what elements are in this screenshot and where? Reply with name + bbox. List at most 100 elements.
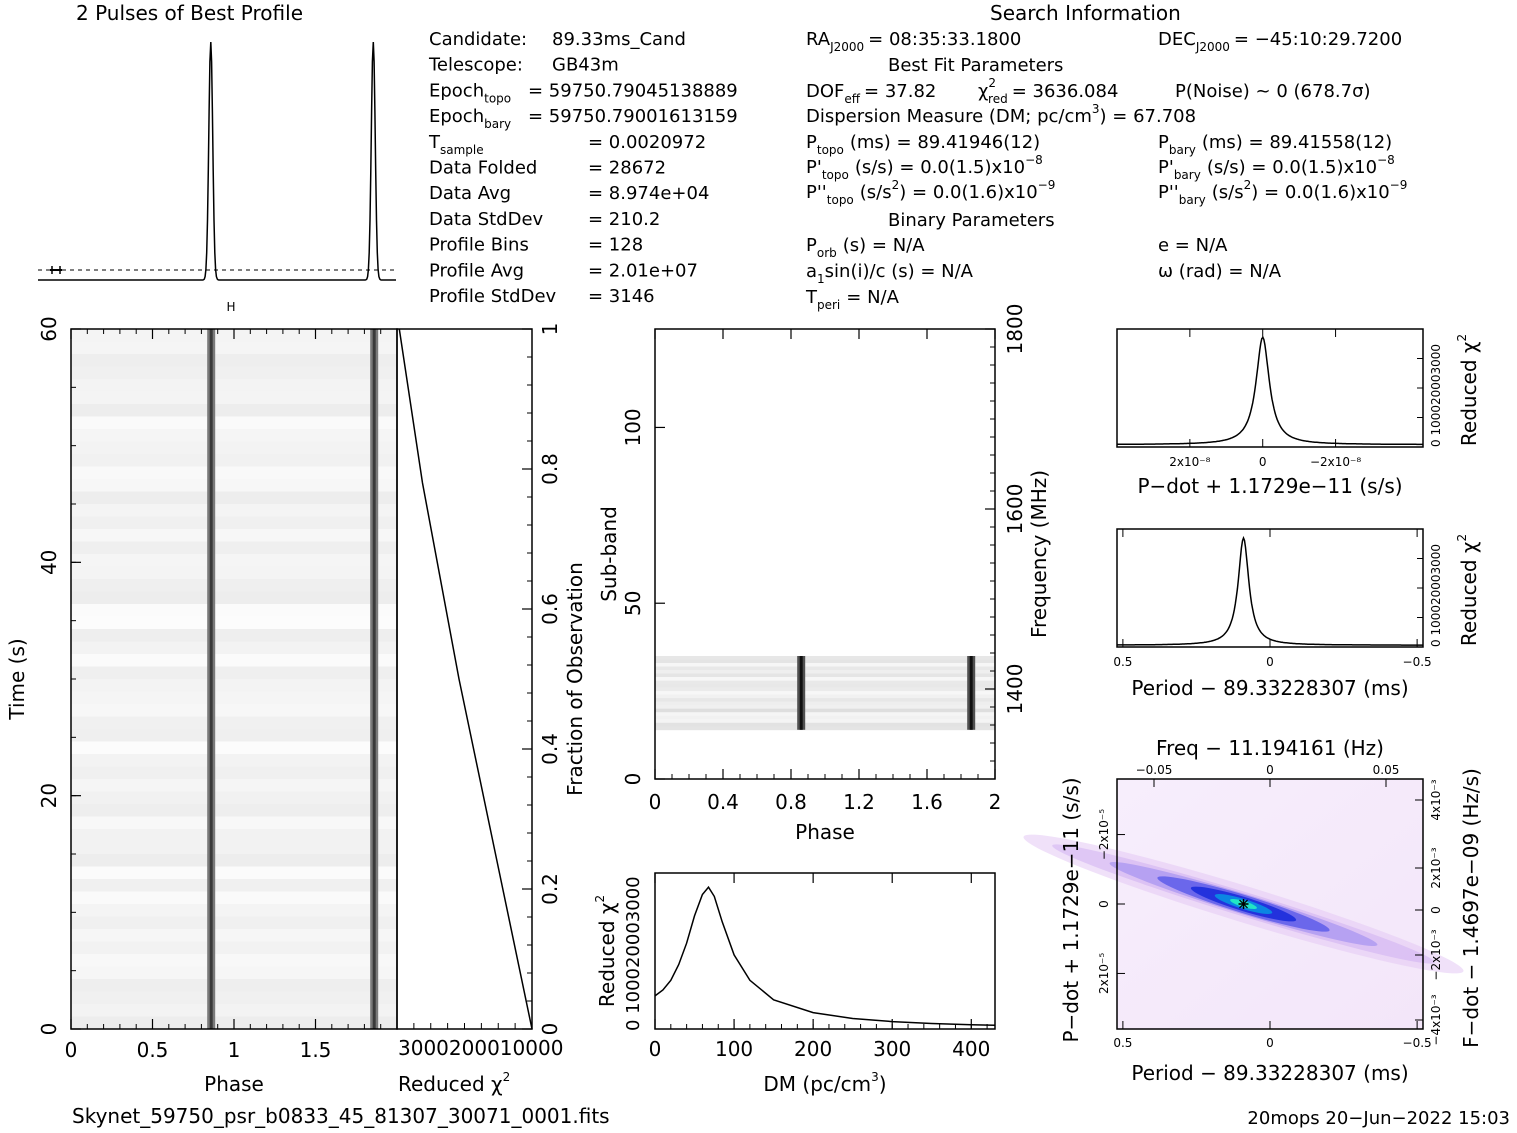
time-row xyxy=(71,1004,397,1017)
dof-label: DOFeff = 37.82 xyxy=(806,81,936,106)
time-row xyxy=(71,616,397,630)
chi2-fraction-xlabel: Reduced χ2 xyxy=(398,1070,510,1096)
dm-xtick: 400 xyxy=(952,1037,990,1061)
pnoise-label: P(Noise) ~ 0 (678.7σ) xyxy=(1175,81,1371,102)
subband-row xyxy=(655,680,995,685)
time-phase-xlabel: Phase xyxy=(204,1072,264,1096)
pulse-core xyxy=(209,329,213,1029)
dm-xtick: 0 xyxy=(649,1037,662,1061)
subband-row xyxy=(655,715,995,720)
ppd-right-ytick: −2x10⁻³ xyxy=(1429,929,1443,980)
pdot-ticks: 2x10⁻⁸ 0 −2x10⁻⁸ xyxy=(1169,329,1423,469)
ppd-ticks: 0.5 0 −0.5 −0.05 0 0.05 −2x10⁻⁵ 0 2x10⁻⁵ 4x10⁻³ 2x… xyxy=(1097,763,1443,1050)
info-row: Profile Bins = 128 xyxy=(429,235,643,256)
footer-filename: Skynet_59750_psr_b0833_45_81307_30071_00… xyxy=(72,1104,610,1128)
time-phase-plot: 0 0.5 1 1.5 0 20 40 60 Phase Time (s) H xyxy=(5,300,398,1096)
time-phase-ticks: 0 0.5 1 1.5 0 20 40 60 xyxy=(37,316,382,1062)
time-phase-xtick: 1 xyxy=(228,1038,241,1062)
time-row xyxy=(71,691,397,705)
ppd-right-ytick: 4x10⁻³ xyxy=(1429,779,1443,820)
info-row: Data StdDev = 210.2 xyxy=(429,209,660,230)
pdot-chi2-plot: 2x10⁻⁸ 0 −2x10⁻⁸ P−dot + 1.1729e−11 (s/s) … xyxy=(1116,328,1481,498)
time-row xyxy=(71,891,397,905)
time-row xyxy=(71,829,397,842)
subband-xtick: 1.6 xyxy=(911,790,943,814)
best-fit-title: Best Fit Parameters xyxy=(888,55,1063,76)
pdot-xlabel: P−dot + 1.1729e−11 (s/s) xyxy=(1137,474,1402,498)
subband-row xyxy=(655,691,995,695)
dm-xtick: 300 xyxy=(873,1037,911,1061)
subband-pulse-core xyxy=(969,656,973,730)
subband-xtick: 0.4 xyxy=(707,790,739,814)
period-curve xyxy=(1117,535,1423,646)
subband-xtick: 0.8 xyxy=(775,790,807,814)
subband-ytick: 0 xyxy=(621,773,645,786)
time-row xyxy=(71,779,397,792)
info-row: Data Avg = 8.974e+04 xyxy=(429,183,709,204)
info-row: Data Folded = 28672 xyxy=(429,158,666,179)
a1sini-label: a1sin(i)/c (s) = N/A xyxy=(806,261,974,286)
time-row xyxy=(71,754,397,767)
info-row: Epochtopo = 59750.79045138889 xyxy=(429,80,738,105)
time-row xyxy=(71,516,397,530)
time-row xyxy=(71,654,397,667)
period-frame xyxy=(1116,528,1424,648)
time-phase-xtick: 0.5 xyxy=(137,1038,169,1062)
time-row xyxy=(71,479,397,492)
ppd-ytick: 0 xyxy=(1097,900,1111,908)
ppd-xlabel: Period − 89.33228307 (ms) xyxy=(1131,1061,1408,1085)
subband-row xyxy=(655,694,995,699)
pdot-ylabel: Reduced χ2 xyxy=(1455,334,1481,446)
subband-row xyxy=(655,684,995,688)
pdot-bary-label: P'bary (s/s) = 0.0(1.5)x10−8 xyxy=(1158,153,1395,182)
dm-ylabel: Reduced χ2 xyxy=(593,895,619,1007)
pdot-xtick: −2x10⁻⁸ xyxy=(1310,455,1361,469)
candidate-info: Candidate: 89.33ms_Cand Telescope: GB43m Epo… xyxy=(428,29,738,307)
ppd-ylabel-right: F−dot − 1.4697e−09 (Hz/s) xyxy=(1459,768,1483,1048)
info-row: Candidate: 89.33ms_Cand xyxy=(429,29,686,50)
subband-xtick: 1.2 xyxy=(843,790,875,814)
pdot-xtick: 0 xyxy=(1259,455,1267,469)
fraction-ytick: 0 xyxy=(538,1023,562,1036)
time-row xyxy=(71,791,397,805)
ppd-right-ytick: 0 xyxy=(1429,906,1443,914)
best-marker xyxy=(1239,899,1248,909)
subband-row xyxy=(655,722,995,727)
period-ticks: 0.5 0 −0.5 xyxy=(1113,529,1432,669)
chi2-fraction-frame xyxy=(396,328,533,1030)
time-row xyxy=(71,854,397,867)
subband-ticks: 0 0.4 0.8 1.2 1.6 2 0 50 100 1400 1600 1800 xyxy=(621,304,1027,814)
pdot-curve xyxy=(1117,336,1423,446)
subband-row xyxy=(655,659,995,664)
chi2-fraction-curve xyxy=(398,328,533,1030)
time-phase-ylabel: Time (s) xyxy=(5,638,29,720)
time-row xyxy=(71,454,397,467)
omega-label: ω (rad) = N/A xyxy=(1158,261,1282,282)
subband-ylabel: Sub-band xyxy=(597,506,621,602)
profile-errorbar xyxy=(50,266,62,274)
fraction-ytick: 0.4 xyxy=(538,733,562,765)
ppd-xtick: −0.5 xyxy=(1403,1036,1432,1050)
subband-row xyxy=(655,698,995,702)
subband-row xyxy=(655,666,995,671)
time-row xyxy=(71,529,397,542)
time-row xyxy=(71,679,397,692)
time-row xyxy=(71,629,397,642)
period-ylabel: Reduced χ2 xyxy=(1455,534,1481,646)
period-xtick: −0.5 xyxy=(1403,655,1432,669)
time-row xyxy=(71,429,397,442)
subband-xlabel: Phase xyxy=(795,820,855,844)
time-row xyxy=(71,391,397,405)
time-row xyxy=(71,441,397,455)
time-row xyxy=(71,929,397,942)
time-row xyxy=(71,341,397,355)
time-row xyxy=(71,504,397,517)
period-ytick: 0 100020003000 xyxy=(1429,544,1443,647)
time-row xyxy=(71,366,397,380)
subband-row xyxy=(655,708,995,713)
time-row xyxy=(71,416,397,430)
chi2-fraction-ylabel: Fraction of Observation xyxy=(563,562,587,796)
time-row xyxy=(71,941,397,955)
frequency-ytick: 1600 xyxy=(1003,484,1027,535)
